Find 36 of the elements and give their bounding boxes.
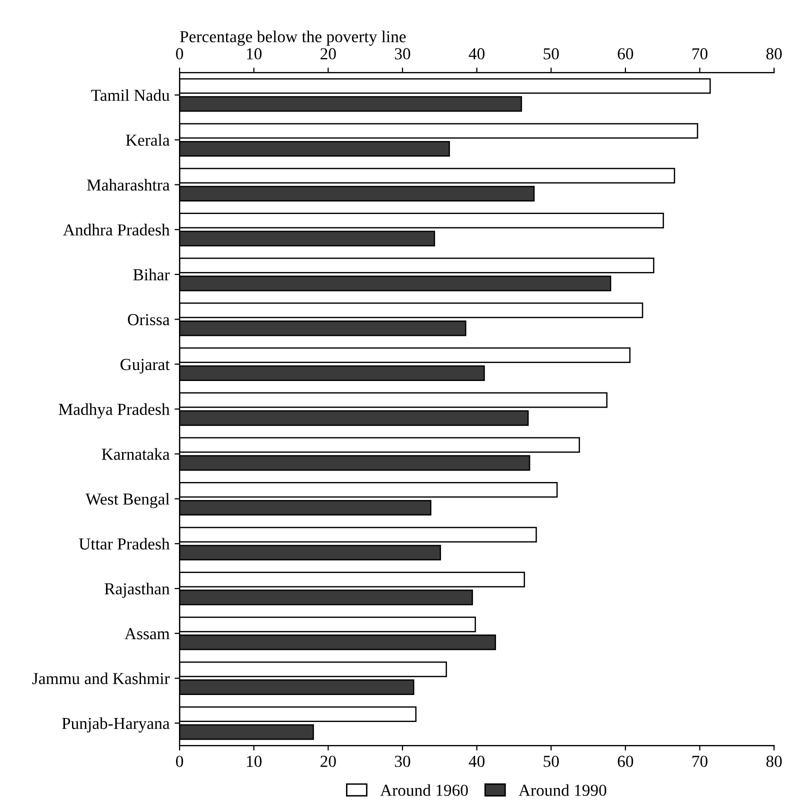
x2-tick-label: 80 (766, 48, 782, 60)
y-tick-label: Maharashtra (87, 178, 170, 191)
x-tick-label: 0 (176, 756, 184, 767)
y-tick-label: Orissa (128, 314, 170, 326)
y-tick-label: Andhra Pradesh (63, 224, 170, 236)
x-tick-label: 80 (766, 756, 782, 767)
y-tick-label: Gujarat (120, 358, 170, 374)
x2-tick-label: 10 (246, 48, 262, 60)
x2-tick-label: 60 (618, 48, 634, 60)
y-tick-label: Tamil Nadu (91, 89, 170, 101)
x2-tick-label: 50 (544, 48, 559, 60)
x-tick-label: 30 (394, 756, 410, 767)
y-tick-label: Uttar Pradesh (78, 538, 170, 550)
y-tick-label: Assam (124, 628, 170, 640)
x-tick-label: 60 (618, 756, 634, 767)
x-tick-label: 50 (544, 756, 559, 767)
y-tick-label: Karnataka (102, 448, 170, 460)
x2-axis-title: Percentage below the poverty line (180, 30, 406, 46)
y-tick-label: Madhya Pradesh (58, 403, 170, 418)
y-tick-label: Jammu and Kashmir (32, 672, 170, 684)
y-tick-label: Bihar (133, 268, 170, 280)
x-tick-label: 70 (692, 756, 708, 767)
y-tick-label: West Bengal (86, 492, 170, 508)
x2-tick-label: 0 (176, 48, 184, 60)
x2-tick-label: 40 (468, 48, 485, 60)
y-tick-label: Rajasthan (104, 582, 170, 598)
x2-tick-label: 20 (320, 48, 336, 60)
legend-label: Around 1990 (518, 784, 606, 796)
legend-label: Around 1960 (380, 784, 468, 796)
x2-tick-label: 70 (692, 48, 708, 60)
x2-tick-label: 30 (394, 48, 410, 60)
x-tick-label: 40 (468, 756, 485, 767)
x-tick-label: 20 (320, 756, 336, 767)
y-tick-label: Punjab-Haryana (62, 717, 170, 732)
x-tick-label: 10 (246, 756, 262, 767)
y-tick-label: Kerala (126, 134, 170, 146)
